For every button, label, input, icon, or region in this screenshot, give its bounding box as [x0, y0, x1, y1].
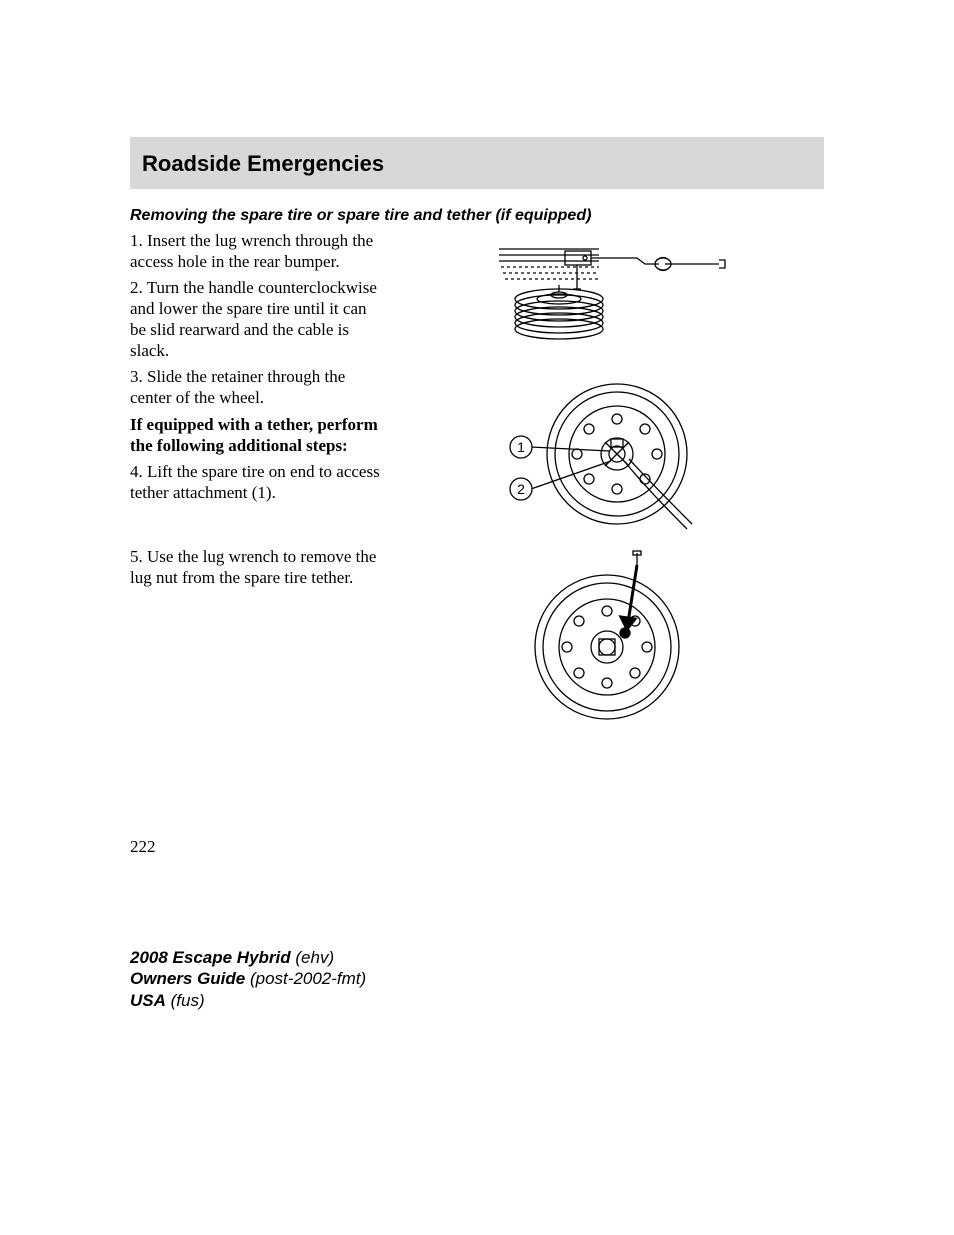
diagram-stack: 1 2 — [487, 231, 727, 539]
step-5-text: 5. Use the lug wrench to remove the lug … — [130, 547, 380, 594]
footer-block: 2008 Escape Hybrid (ehv) Owners Guide (p… — [130, 947, 824, 1011]
footer-guide: Owners Guide — [130, 969, 245, 988]
callout-1-label: 1 — [517, 439, 525, 455]
section-title: Roadside Emergencies — [142, 151, 812, 177]
step-5: 5. Use the lug wrench to remove the lug … — [130, 547, 380, 588]
page-number: 222 — [130, 837, 824, 857]
step-3: 3. Slide the retainer through the center… — [130, 367, 380, 408]
diagram-3-col — [380, 547, 824, 727]
steps-1-3-text: 1. Insert the lug wrench through the acc… — [130, 231, 380, 510]
footer-guide-code: (post-2002-fmt) — [250, 969, 366, 988]
footer-line-3: USA (fus) — [130, 990, 824, 1011]
footer-region: USA — [130, 991, 166, 1010]
diagram-1-2-col: 1 2 — [380, 231, 824, 539]
footer-line-2: Owners Guide (post-2002-fmt) — [130, 968, 824, 989]
callout-2-label: 2 — [517, 481, 525, 497]
subsection-heading: Removing the spare tire or spare tire an… — [130, 207, 824, 225]
footer-model: 2008 Escape Hybrid — [130, 948, 291, 967]
section-header-bar: Roadside Emergencies — [130, 137, 824, 189]
steps-1-3-row: 1. Insert the lug wrench through the acc… — [130, 231, 824, 539]
tether-heading: If equipped with a tether, perform the f… — [130, 415, 380, 456]
step-4: 4. Lift the spare tire on end to access … — [130, 462, 380, 503]
manual-page: Roadside Emergencies Removing the spare … — [0, 0, 954, 1235]
step-2: 2. Turn the handle counterclockwise and … — [130, 278, 380, 361]
footer-model-code: (ehv) — [295, 948, 334, 967]
step-1: 1. Insert the lug wrench through the acc… — [130, 231, 380, 272]
spare-tire-lowering-diagram — [487, 231, 727, 351]
step-5-row: 5. Use the lug wrench to remove the lug … — [130, 547, 824, 727]
footer-line-1: 2008 Escape Hybrid (ehv) — [130, 947, 824, 968]
tether-attachment-diagram: 1 2 — [487, 369, 717, 539]
spacer — [487, 351, 727, 369]
footer-region-code: (fus) — [171, 991, 205, 1010]
lug-wrench-removal-diagram — [517, 547, 697, 727]
